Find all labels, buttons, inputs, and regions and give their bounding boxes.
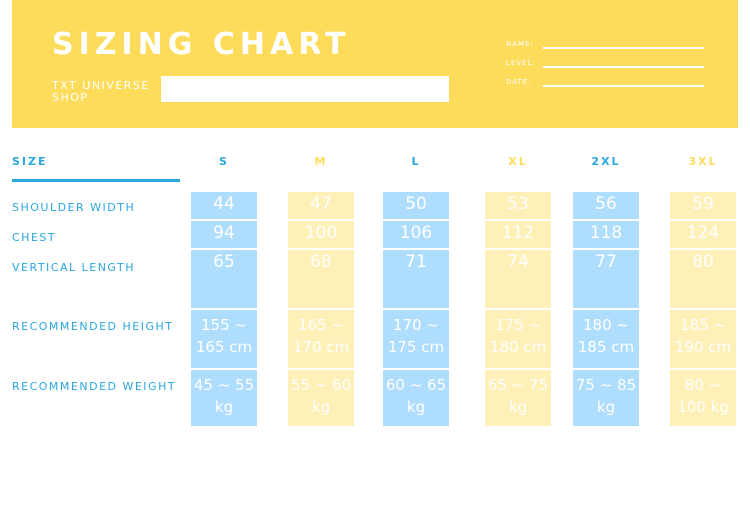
size-cell: 74 xyxy=(485,250,551,308)
size-header-l: L xyxy=(411,155,421,168)
size-header-s: S xyxy=(219,155,229,168)
page-title: SIZING CHART xyxy=(52,27,351,62)
name-field-line[interactable] xyxy=(543,47,704,49)
size-cell: 165 ~ 170 cm xyxy=(288,310,354,368)
size-header-3xl: 3XL xyxy=(688,155,718,168)
size-cell: 45 ~ 55 kg xyxy=(191,370,257,426)
row-label-shoulder-width: SHOULDER WIDTH xyxy=(12,201,136,214)
size-cell: 180 ~ 185 cm xyxy=(573,310,639,368)
row-label-recommended-height: RECOMMENDED HEIGHT xyxy=(12,320,174,333)
size-cell: 68 xyxy=(288,250,354,308)
size-cell: 44 xyxy=(191,192,257,219)
size-header-2xl: 2XL xyxy=(591,155,621,168)
size-cell: 118 xyxy=(573,221,639,248)
size-cell: 65 ~ 75 kg xyxy=(485,370,551,426)
size-cell: 53 xyxy=(485,192,551,219)
size-cell: 175 ~ 180 cm xyxy=(485,310,551,368)
size-cell: 106 xyxy=(383,221,449,248)
shop-input-box[interactable] xyxy=(161,76,449,102)
size-cell: 124 xyxy=(670,221,736,248)
date-field-label: DATE: xyxy=(506,78,532,86)
row-label-chest: CHEST xyxy=(12,231,57,244)
name-field-label: NAME: xyxy=(506,40,534,48)
size-cell: 80 ~ 100 kg xyxy=(670,370,736,426)
size-cell: 185 ~ 190 cm xyxy=(670,310,736,368)
size-cell: 71 xyxy=(383,250,449,308)
level-field-label: LEVEL: xyxy=(506,59,536,67)
size-cell: 59 xyxy=(670,192,736,219)
row-label-recommended-weight: RECOMMENDED WEIGHT xyxy=(12,380,177,393)
size-column-header: SIZE xyxy=(12,155,48,168)
size-cell: 77 xyxy=(573,250,639,308)
size-cell: 155 ~ 165 cm xyxy=(191,310,257,368)
level-field-line[interactable] xyxy=(543,66,704,68)
date-field-line[interactable] xyxy=(543,85,704,87)
header-banner: SIZING CHART TXT UNIVERSE SHOP NAME: LEV… xyxy=(12,0,738,128)
size-cell: 65 xyxy=(191,250,257,308)
size-cell: 80 xyxy=(670,250,736,308)
size-cell: 56 xyxy=(573,192,639,219)
size-header-xl: XL xyxy=(508,155,528,168)
size-cell: 94 xyxy=(191,221,257,248)
size-cell: 60 ~ 65 kg xyxy=(383,370,449,426)
size-cell: 75 ~ 85 kg xyxy=(573,370,639,426)
size-header-m: M xyxy=(314,155,328,168)
size-cell: 55 ~ 60 kg xyxy=(288,370,354,426)
size-cell: 100 xyxy=(288,221,354,248)
size-cell: 170 ~ 175 cm xyxy=(383,310,449,368)
size-cell: 112 xyxy=(485,221,551,248)
size-underline xyxy=(12,179,180,182)
shop-name: TXT UNIVERSE SHOP xyxy=(52,79,150,104)
size-cell: 47 xyxy=(288,192,354,219)
size-cell: 50 xyxy=(383,192,449,219)
row-label-vertical-length: VERTICAL LENGTH xyxy=(12,261,136,274)
